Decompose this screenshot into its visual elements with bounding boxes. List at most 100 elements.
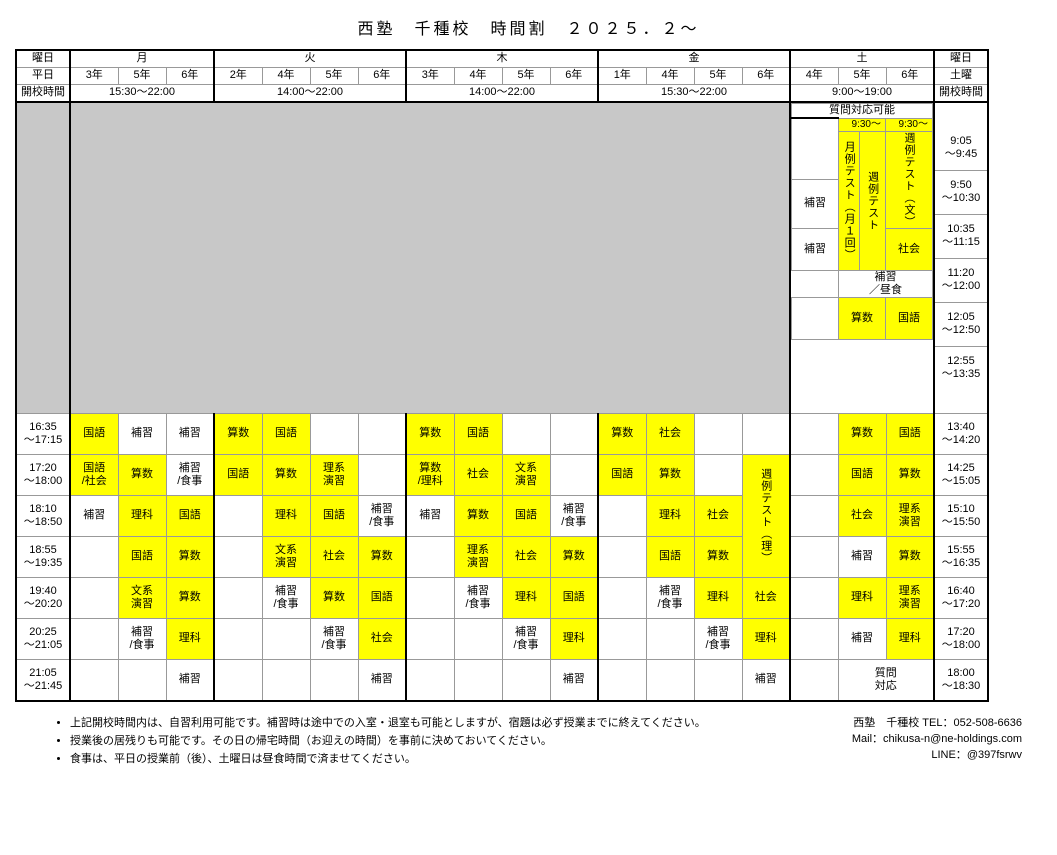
sat-r6-5: 算数 <box>839 298 886 340</box>
cell: 算数 <box>406 414 454 455</box>
hours-thu: 14:00～22:00 <box>406 85 598 103</box>
footer-contact: 西塾 千種校 TEL：052-508-6636 Mail：chikusa-n@n… <box>852 714 1042 768</box>
grade-cell: 6年 <box>886 68 934 85</box>
day-thu: 木 <box>406 50 598 68</box>
cell <box>790 537 838 578</box>
cell <box>694 455 742 496</box>
footer-notes: 上記開校時間内は、自習利用可能です。補習時は途中での入室・退室も可能としますが、… <box>15 714 706 768</box>
cell: 国語 <box>886 414 934 455</box>
cell <box>598 619 646 660</box>
r-t6: 12:55 ～13:35 <box>935 346 987 390</box>
footer: 上記開校時間内は、自習利用可能です。補習時は途中での入室・退室も可能としますが、… <box>15 714 1042 768</box>
grade-cell: 4年 <box>262 68 310 85</box>
cell: 補習 /食事 <box>694 619 742 660</box>
cell <box>262 619 310 660</box>
sat-banner: 質問対応可能 <box>792 104 933 119</box>
cell <box>694 414 742 455</box>
cell: 補習 /食事 <box>358 496 406 537</box>
cell: 算数 <box>214 414 262 455</box>
cell: 算数 <box>646 455 694 496</box>
cell: 算数 <box>550 537 598 578</box>
grade-cell: 3年 <box>70 68 118 85</box>
time-right: 15:55 ～16:35 <box>934 537 988 578</box>
cell: 算数 <box>838 414 886 455</box>
cell <box>214 578 262 619</box>
cell <box>406 578 454 619</box>
grade-cell: 2年 <box>214 68 262 85</box>
cell <box>790 578 838 619</box>
cell: 国語 <box>454 414 502 455</box>
cell: 社会 <box>454 455 502 496</box>
time-left: 16:35 ～17:15 <box>16 414 70 455</box>
cell: 理系 演習 <box>886 578 934 619</box>
cell: 補習 <box>406 496 454 537</box>
cell: 理科 <box>262 496 310 537</box>
cell <box>358 455 406 496</box>
cell <box>742 414 790 455</box>
cell: 社会 <box>502 537 550 578</box>
cell: 社会 <box>310 537 358 578</box>
cell <box>646 660 694 702</box>
cell <box>694 660 742 702</box>
cell: 国語 <box>310 496 358 537</box>
cell: 補習 <box>166 414 214 455</box>
time-left: 21:05 ～21:45 <box>16 660 70 702</box>
cell <box>454 619 502 660</box>
r-t1: 9:05 ～9:45 <box>935 126 987 170</box>
cell: 補習 /食事 <box>646 578 694 619</box>
weekday-label: 曜日 <box>16 50 70 68</box>
cell <box>70 619 118 660</box>
open-label: 開校時間 <box>16 85 70 103</box>
cell: 算数 <box>358 537 406 578</box>
cell: 補習 /食事 <box>310 619 358 660</box>
cell: 算数 <box>694 537 742 578</box>
cell <box>502 414 550 455</box>
grade-cell: 4年 <box>454 68 502 85</box>
grade-cell: 4年 <box>790 68 838 85</box>
cell: 国語 <box>214 455 262 496</box>
day-tue: 火 <box>214 50 406 68</box>
grade-cell: 5年 <box>838 68 886 85</box>
cell: 理科 <box>118 496 166 537</box>
cell: 国語 <box>262 414 310 455</box>
time-left: 18:55 ～19:35 <box>16 537 70 578</box>
r-t5: 12:05 ～12:50 <box>935 302 987 346</box>
hours-tue: 14:00～22:00 <box>214 85 406 103</box>
time-right: 13:40 ～14:20 <box>934 414 988 455</box>
cell <box>358 414 406 455</box>
sat-lunch: 補習 ／昼食 <box>839 270 933 297</box>
timetable: 曜日 月 火 木 金 土 曜日 平日3年5年6年2年4年5年6年3年4年5年6年… <box>15 49 989 702</box>
day-sat: 土 <box>790 50 934 68</box>
time-right: 18:00 ～18:30 <box>934 660 988 702</box>
sat-inner-table: 質問対応可能 9:30～ 9:30～ 月例テスト（月１回） 週例テスト 週例テス… <box>791 103 933 340</box>
cell: 補習 /食事 <box>502 619 550 660</box>
sat-t6: 9:30～ <box>885 118 932 131</box>
header-hours: 開校時間 15:30～22:00 14:00～22:00 14:00～22:00… <box>16 85 988 103</box>
cell <box>790 496 838 537</box>
cell: 国語 <box>358 578 406 619</box>
title: 西塾 千種校 時間割 ２０２５．２～ <box>15 15 1042 39</box>
cell: 理科 <box>838 578 886 619</box>
cell: 週例テスト（理） <box>742 455 790 578</box>
cell <box>70 578 118 619</box>
cell: 算数 <box>118 455 166 496</box>
time-left: 19:40 ～20:20 <box>16 578 70 619</box>
cell: 国語 <box>550 578 598 619</box>
cell <box>406 660 454 702</box>
cell <box>214 660 262 702</box>
cell <box>214 537 262 578</box>
cell: 文系 演習 <box>118 578 166 619</box>
r-t2: 9:50 ～10:30 <box>935 170 987 214</box>
cell: 補習 <box>838 619 886 660</box>
header-days: 曜日 月 火 木 金 土 曜日 <box>16 50 988 68</box>
cell: 補習 <box>358 660 406 702</box>
cell <box>598 496 646 537</box>
cell: 国語 <box>598 455 646 496</box>
time-left: 17:20 ～18:00 <box>16 455 70 496</box>
day-mon: 月 <box>70 50 214 68</box>
cell <box>70 660 118 702</box>
grade-cell: 5年 <box>310 68 358 85</box>
cell <box>790 455 838 496</box>
cell <box>550 414 598 455</box>
cell: 補習 /食事 <box>550 496 598 537</box>
